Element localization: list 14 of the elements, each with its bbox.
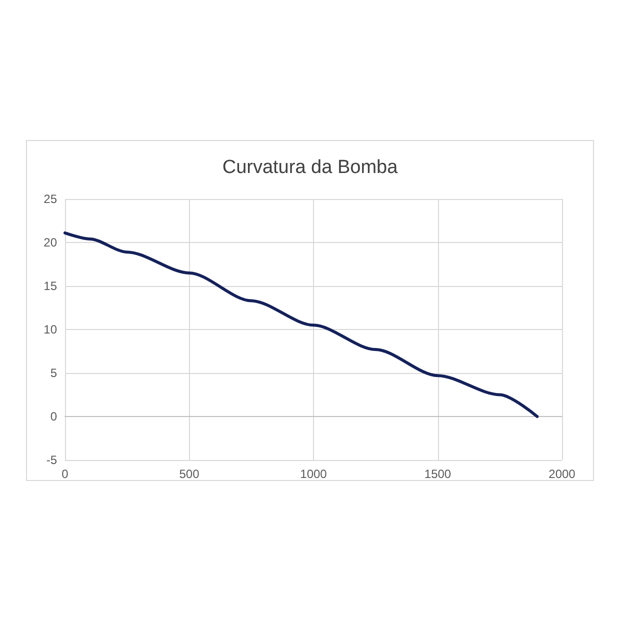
y-tick-label: 5 — [50, 366, 58, 380]
x-tick-label: 0 — [62, 467, 69, 481]
y-tick-label: 10 — [44, 322, 58, 336]
x-tick-label: 2000 — [548, 467, 576, 481]
line-series — [64, 231, 539, 418]
x-tick-label: 1000 — [300, 467, 328, 481]
y-tick-label: 15 — [44, 279, 58, 293]
y-tick-label: 0 — [50, 410, 58, 424]
chart-title: Curvatura da Bomba — [222, 157, 398, 178]
x-tick-label: 1500 — [424, 467, 452, 481]
y-tick-label: -5 — [46, 453, 58, 467]
y-tick-label: 25 — [44, 192, 58, 206]
y-tick-label: 20 — [44, 236, 58, 250]
x-tick-label: 500 — [179, 467, 200, 481]
